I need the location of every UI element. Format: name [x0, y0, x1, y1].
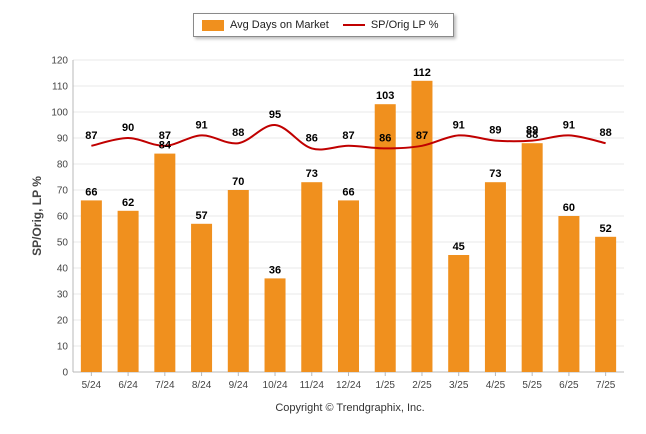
line-data-label: 89	[526, 125, 538, 137]
x-tick-label: 4/25	[486, 380, 506, 391]
legend-bar-swatch	[202, 19, 224, 31]
x-tick-label: 7/25	[596, 380, 616, 391]
bar	[484, 182, 506, 372]
bar	[338, 200, 359, 372]
bar-data-label: 45	[453, 241, 465, 253]
bar-data-label: 70	[232, 176, 244, 188]
bar-data-label: 66	[85, 186, 97, 198]
line-data-label: 86	[379, 132, 391, 144]
x-tick-label: 8/24	[192, 380, 212, 391]
bar-data-label: 60	[563, 202, 575, 214]
x-tick-label: 12/24	[336, 380, 361, 391]
bar-data-label: 57	[195, 210, 207, 222]
combo-chart: 0 10 20 30 40 50 60 70 80 90 100 110 120 SP/Orig, LP …	[30, 56, 624, 391]
copyright-text: Copyright © Trendgraphix, Inc.	[275, 402, 425, 414]
line-data-label: 90	[122, 122, 134, 134]
y-tick-label: 110	[52, 82, 68, 93]
line-data-label: 87	[85, 130, 97, 142]
y-tick-label: 70	[57, 186, 69, 197]
x-tick-label: 2/25	[412, 380, 432, 391]
line-data-label: 87	[342, 130, 354, 142]
bar	[80, 200, 102, 372]
y-tick-label: 50	[57, 238, 69, 249]
x-tick-label: 1/25	[375, 380, 395, 391]
bar	[227, 190, 249, 372]
y-tick-label: 10	[57, 342, 69, 353]
legend-item-avg-days[interactable]: Avg Days on Market	[194, 19, 329, 31]
line-data-label: 88	[600, 127, 612, 139]
line-series-sp-orig-lp	[91, 123, 606, 151]
x-tick-label: 6/25	[559, 380, 579, 391]
bar-data-label: 73	[489, 168, 501, 180]
x-tick-label: 9/24	[229, 380, 249, 391]
legend-item-sp-orig-lp[interactable]: SP/Orig LP %	[329, 19, 439, 31]
legend-line-swatch	[342, 24, 365, 26]
y-tick-label: 60	[57, 212, 69, 223]
line-data-label: 86	[306, 132, 318, 144]
legend-label-sp-orig-lp: SP/Orig LP %	[370, 19, 439, 31]
bar	[521, 143, 543, 372]
bar	[301, 182, 323, 372]
bar-data-label: 36	[269, 264, 281, 276]
line-data-label: 89	[489, 125, 501, 137]
line-data-label: 87	[159, 130, 171, 142]
line-data-label: 91	[453, 119, 465, 131]
bar	[558, 216, 580, 372]
y-tick-label: 0	[62, 368, 68, 379]
y-tick-label: 120	[51, 56, 68, 67]
x-tick-label: 3/25	[449, 380, 469, 391]
line-data-label: 87	[416, 130, 428, 142]
chart-legend: Avg Days on Market SP/Orig LP %	[193, 13, 454, 37]
bar	[191, 223, 213, 372]
bar	[411, 80, 433, 373]
x-tick-label: 11/24	[300, 380, 325, 391]
bar-data-label: 112	[413, 67, 431, 79]
y-tick-label: 40	[57, 264, 69, 275]
bar	[264, 278, 286, 372]
line-data-label: 88	[232, 127, 244, 139]
y-axis-title: SP/Orig, LP %	[30, 176, 44, 256]
x-tick-label: 7/24	[155, 380, 175, 391]
bar	[448, 255, 470, 372]
y-tick-label: 100	[51, 108, 68, 119]
y-tick-label: 30	[57, 290, 69, 301]
bar-data-label: 88	[526, 129, 538, 141]
line-data-label: 95	[269, 109, 281, 121]
bar	[595, 236, 617, 372]
bar-data-label: 66	[342, 186, 354, 198]
y-tick-label: 20	[57, 316, 69, 327]
line-data-label: 91	[195, 119, 207, 131]
x-tick-label: 10/24	[263, 380, 288, 391]
legend-label-avg-days: Avg Days on Market	[230, 19, 329, 31]
line-data-label: 91	[563, 119, 575, 131]
bar-data-label: 84	[159, 140, 172, 152]
bar-data-label: 52	[600, 223, 612, 235]
bar-data-label: 103	[376, 90, 394, 102]
x-tick-label: 5/25	[522, 380, 542, 391]
bar	[374, 104, 396, 372]
bar	[154, 153, 176, 372]
y-tick-label: 90	[57, 134, 69, 145]
bar-data-label: 73	[306, 168, 318, 180]
bar-data-label: 62	[122, 197, 134, 209]
y-tick-label: 80	[57, 160, 69, 171]
x-tick-label: 6/24	[118, 380, 138, 391]
x-tick-label: 5/24	[82, 380, 102, 391]
bar	[117, 210, 139, 372]
